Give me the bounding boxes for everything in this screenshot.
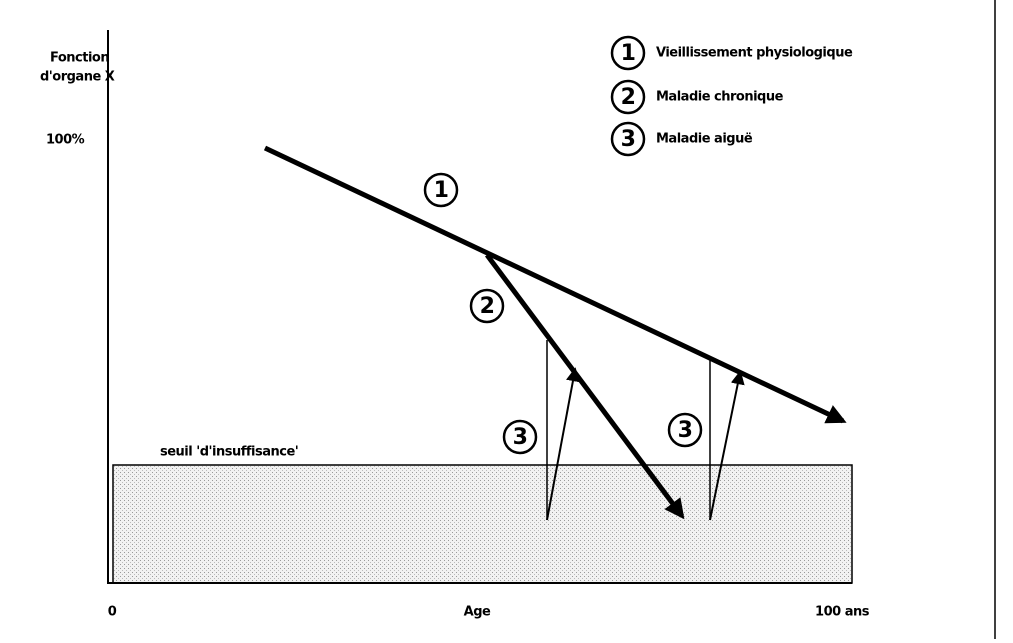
legend-label: Maladie aiguë [656,132,753,147]
legend-circle [610,79,646,115]
marker-number: 3 [678,418,693,443]
legend-number: 3 [621,127,636,152]
y-axis-label: d'organe X [40,70,115,85]
marker-number: 3 [513,425,528,450]
legend: 1 Vieillissement physiologique 2 Maladie… [610,35,853,157]
legend-number: 1 [621,41,636,66]
marker: 2 [469,288,505,324]
acute-recovery [709,370,745,521]
x-label: 100 ans [815,605,870,620]
legend-circle [610,35,646,71]
legend-circle [610,121,646,157]
marker: 3 [667,412,703,448]
threshold-zone [112,464,853,584]
threshold-label: seuil 'd'insuffisance' [160,445,298,460]
x-label: Age [464,605,491,620]
x-label: 0 [108,605,117,620]
y-top-label: 100% [46,133,85,148]
acute-recovery [546,367,580,521]
arrow-chronic [484,253,685,520]
legend-label: Vieillissement physiologique [656,46,853,61]
marker: 3 [502,419,538,455]
legend-label: Maladie chronique [656,90,784,105]
marker-number: 1 [434,178,449,203]
y-axis-label: Fonction [50,51,109,66]
marker: 1 [423,172,459,208]
legend-number: 2 [621,85,636,110]
arrow-aging [263,145,847,424]
marker-number: 2 [480,294,495,319]
